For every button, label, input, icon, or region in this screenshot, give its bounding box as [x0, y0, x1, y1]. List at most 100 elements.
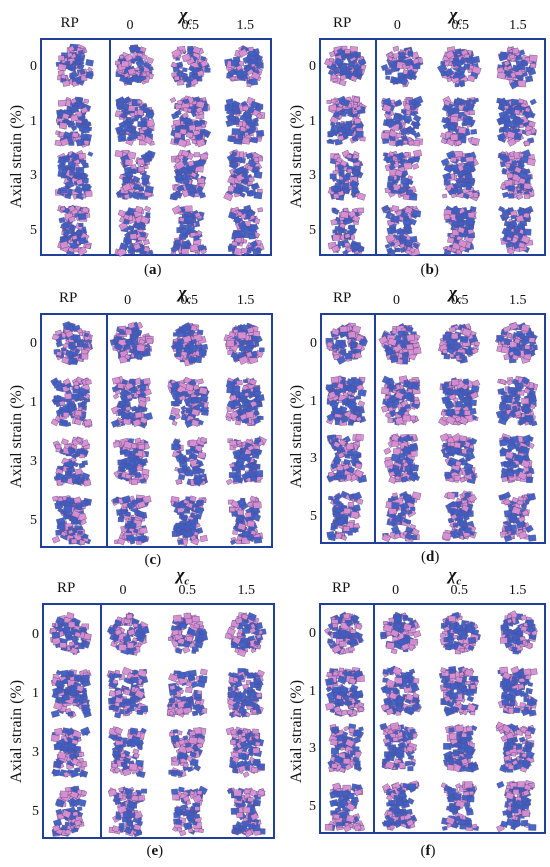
- reference-divider: [375, 40, 377, 254]
- specimen-image: [226, 789, 266, 835]
- reference-divider: [374, 315, 376, 542]
- row-label: 5: [309, 223, 316, 239]
- specimen-image: [225, 99, 265, 145]
- specimen-image: [497, 784, 537, 830]
- panel-caption: (b): [421, 262, 439, 279]
- specimen-image: [380, 784, 420, 830]
- reference-divider: [106, 315, 108, 546]
- reference-label: RP: [333, 290, 351, 307]
- specimen-image: [440, 208, 480, 254]
- column-label: 0: [124, 293, 131, 309]
- panel-caption: (a): [144, 262, 162, 279]
- reference-specimen: [326, 99, 366, 145]
- specimen-image: [497, 494, 537, 540]
- specimen-image: [439, 494, 479, 540]
- specimen-image: [226, 730, 266, 776]
- specimen-image: [225, 46, 265, 88]
- specimen-image: [226, 671, 266, 717]
- specimen-image: [497, 99, 537, 145]
- specimen-image: [497, 436, 537, 482]
- row-label: 1: [30, 114, 37, 130]
- reference-specimen: [326, 436, 366, 482]
- reference-specimen: [52, 380, 92, 426]
- specimen-image: [439, 784, 479, 830]
- reference-specimen: [52, 498, 92, 544]
- column-label: 1.5: [509, 293, 527, 309]
- column-label: 0.5: [179, 583, 197, 599]
- specimen-image: [170, 99, 210, 145]
- specimen-image: [225, 380, 265, 426]
- specimen-image: [497, 613, 537, 655]
- row-label: 5: [30, 223, 37, 239]
- reference-specimen: [326, 208, 366, 254]
- row-label: 3: [32, 745, 39, 761]
- specimen-image: [225, 208, 265, 254]
- column-label: 0: [394, 18, 401, 34]
- reference-label: RP: [57, 580, 75, 597]
- specimen-image: [440, 46, 480, 88]
- reference-specimen: [50, 730, 90, 776]
- reference-divider: [100, 605, 102, 837]
- reference-specimen: [326, 46, 366, 88]
- caption-close-paren: ): [157, 262, 162, 278]
- row-label: 3: [309, 741, 316, 757]
- specimen-image: [439, 323, 479, 365]
- specimen-image: [497, 153, 537, 199]
- specimen-image: [170, 208, 210, 254]
- specimen-image: [108, 789, 148, 835]
- column-label: 1.5: [238, 583, 256, 599]
- reference-divider: [373, 605, 375, 832]
- reference-specimen: [54, 46, 94, 88]
- specimen-image: [380, 726, 420, 772]
- specimen-image: [439, 726, 479, 772]
- specimen-image: [115, 46, 155, 88]
- specimen-image: [497, 379, 537, 425]
- panel-caption: (e): [147, 843, 164, 860]
- row-label: 1: [30, 395, 37, 411]
- row-label: 0: [30, 59, 37, 75]
- specimen-image: [381, 436, 421, 482]
- reference-specimen: [50, 671, 90, 717]
- column-label: 1.5: [237, 18, 255, 34]
- specimen-image: [440, 99, 480, 145]
- reference-specimen: [326, 494, 366, 540]
- reference-label: RP: [332, 580, 350, 597]
- specimen-image: [439, 613, 479, 655]
- specimen-image: [381, 323, 421, 365]
- reference-specimen: [50, 614, 90, 656]
- specimen-image: [170, 153, 210, 199]
- specimen-image: [440, 153, 480, 199]
- column-label: 1.5: [509, 583, 527, 599]
- y-axis-label: Axial strain (%): [8, 680, 26, 783]
- specimen-image: [497, 726, 537, 772]
- specimen-image: [382, 46, 422, 88]
- specimen-image: [169, 323, 209, 365]
- reference-label: RP: [59, 290, 77, 307]
- reference-specimen: [326, 323, 366, 365]
- row-label: 0: [309, 59, 316, 75]
- column-label: 0: [127, 18, 134, 34]
- specimen-image: [115, 99, 155, 145]
- specimen-image: [169, 380, 209, 426]
- specimen-image: [112, 439, 152, 485]
- row-label: 5: [30, 513, 37, 529]
- column-label: 0: [120, 583, 127, 599]
- row-label: 3: [30, 454, 37, 470]
- specimen-image: [167, 730, 207, 776]
- column-label: 0.5: [451, 293, 469, 309]
- panel-caption: (f): [421, 843, 436, 860]
- caption-letter: a: [149, 262, 157, 278]
- column-label: 1.5: [509, 18, 527, 34]
- specimen-image: [380, 669, 420, 715]
- specimen-image: [225, 439, 265, 485]
- column-label: 0: [393, 293, 400, 309]
- specimen-image: [167, 789, 207, 835]
- specimen-image: [226, 614, 266, 656]
- specimen-image: [381, 494, 421, 540]
- y-axis-label: Axial strain (%): [288, 680, 306, 783]
- specimen-image: [108, 614, 148, 656]
- specimen-image: [439, 669, 479, 715]
- panel-caption: (d): [421, 549, 439, 566]
- specimen-image: [225, 323, 265, 365]
- y-axis-label: Axial strain (%): [288, 105, 306, 208]
